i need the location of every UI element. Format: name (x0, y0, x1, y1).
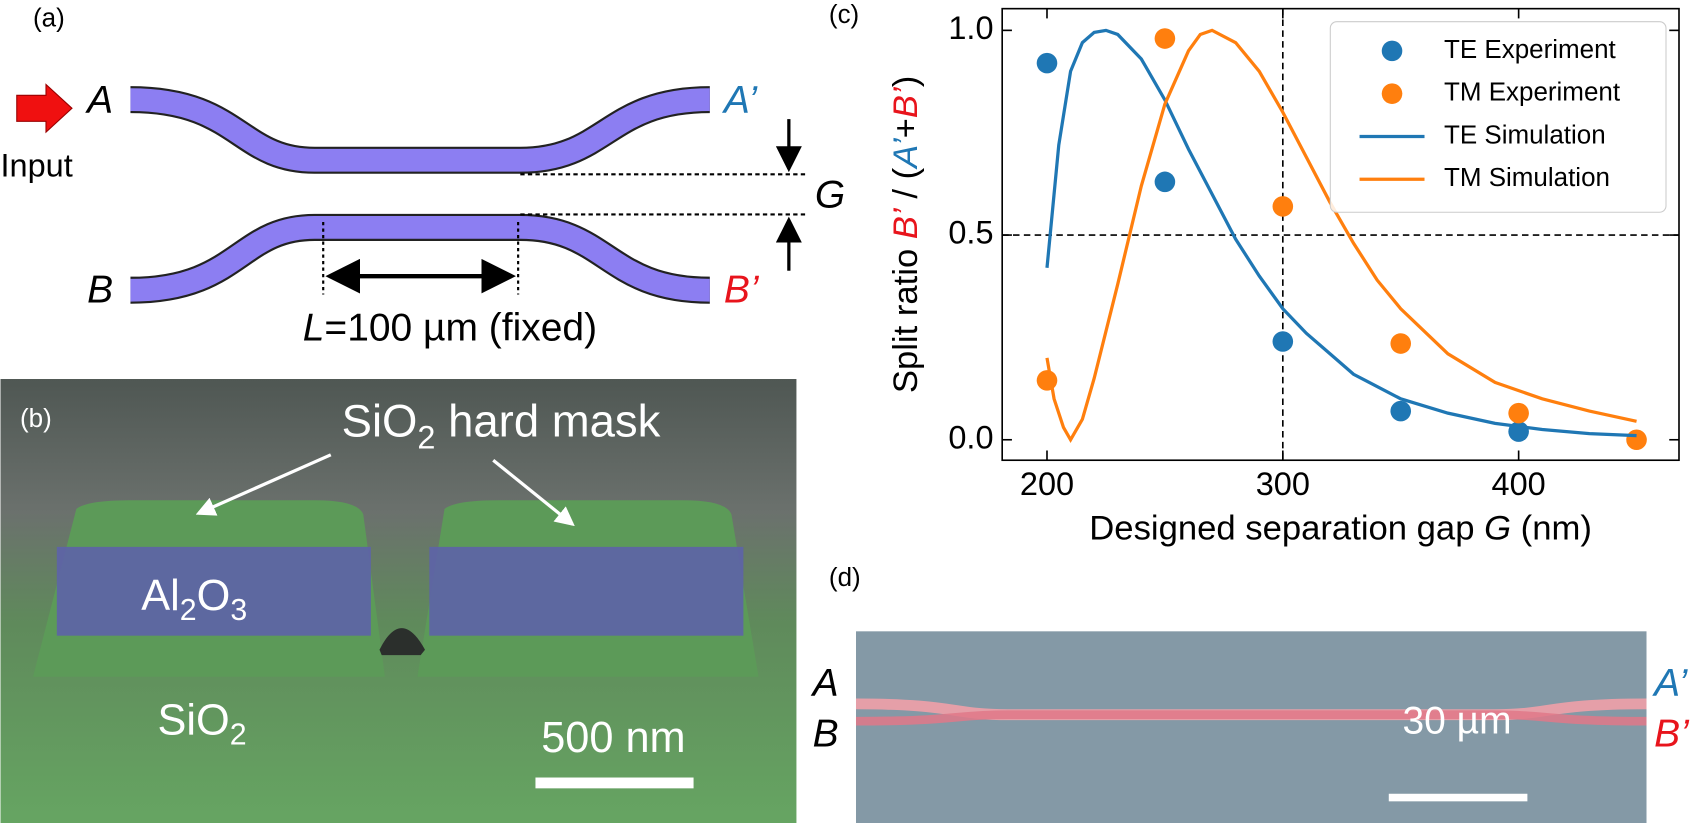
port-label: B (87, 269, 113, 312)
legend-marker (1381, 83, 1403, 104)
input-label: Input (1, 147, 73, 183)
panel-d: (d) A B A’ B’ 30 µm (811, 562, 1690, 823)
hard-mask-label: SiO2 hard mask (342, 396, 661, 456)
label-part: + (887, 118, 925, 138)
x-tick-label: 200 (1020, 466, 1074, 502)
label-subscript: 2 (180, 594, 197, 627)
length-label: L=100 µm (fixed) (303, 307, 597, 350)
legend-label: TM Simulation (1444, 162, 1610, 192)
pointer-arrow (195, 453, 332, 516)
scale-bar (1388, 793, 1528, 802)
panel-label: (b) (20, 403, 52, 433)
data-point (1626, 429, 1647, 451)
series-line (1045, 28, 1637, 444)
label-part: B’ (887, 86, 925, 118)
panel-b: (b) SiO2 hard mask Al2O3 SiO2 500 nm (0, 379, 797, 823)
legend-marker (1381, 40, 1403, 62)
label-part: Designed separation gap (1089, 510, 1484, 548)
label-part: (nm) (1511, 510, 1592, 548)
scale-bar-label: 30 µm (1402, 700, 1511, 743)
label-part: / ( (887, 167, 925, 208)
trench (379, 628, 426, 656)
data-point (1036, 370, 1058, 391)
waveguide (130, 216, 710, 302)
legend-box (1329, 21, 1667, 213)
port-label: A (85, 79, 113, 122)
label-part: Split ratio (887, 239, 925, 393)
panel-a: (a) A Input G A’ B B’ L=100 µm (fixed) (1, 2, 846, 349)
panel-c: (c) 200 300 400 0.0 0.5 1.0 Designed separatio… (829, 0, 1680, 548)
y-tick-label: 0.0 (948, 419, 993, 455)
data-point (1154, 171, 1176, 193)
label-subscript: 2 (230, 718, 247, 751)
label-subscript: 2 (417, 419, 435, 455)
data-point (1508, 402, 1529, 424)
label-part: G (1484, 510, 1511, 548)
label-part: A’ (887, 137, 925, 170)
data-point (1036, 52, 1058, 74)
legend-label: TE Experiment (1444, 34, 1617, 64)
core-label: Al2O3 (141, 572, 247, 627)
series-line (1045, 28, 1637, 438)
x-tick-label: 300 (1256, 466, 1310, 502)
label-part: O (197, 572, 231, 620)
panel-label: (a) (33, 2, 65, 32)
scale-bar (535, 777, 694, 789)
port-label: A’ (722, 79, 759, 122)
waveguide (130, 88, 710, 172)
port-label: A’ (1652, 662, 1689, 705)
guided-light (855, 710, 1647, 726)
y-tick-label: 0.5 (948, 215, 993, 251)
gap-label: G (815, 173, 845, 216)
pointer-arrow (492, 458, 575, 527)
label-part: SiO (342, 396, 418, 447)
microscope-image (855, 631, 1647, 823)
core-layer (429, 546, 744, 636)
data-point (1154, 28, 1176, 49)
port-label: B (813, 713, 839, 756)
port-label: A (811, 662, 839, 705)
core-layer (56, 546, 371, 636)
input-arrow (16, 83, 73, 134)
legend-label: TM Experiment (1444, 77, 1621, 107)
y-axis-label: Split ratio B’ / (A’+B’) (887, 76, 925, 393)
length-symbol: L (303, 307, 325, 350)
port-label: B’ (724, 269, 760, 312)
legend-label: TE Simulation (1444, 119, 1606, 149)
label-subscript: 3 (230, 594, 247, 627)
data-point (1272, 331, 1294, 352)
label-part: B’ (887, 207, 925, 239)
x-axis-label: Designed separation gap G (nm) (1089, 510, 1592, 548)
length-value: =100 µm (fixed) (324, 307, 597, 350)
y-tick-label: 1.0 (948, 10, 993, 46)
label-part: SiO (158, 697, 230, 745)
label-part: Al (141, 572, 180, 620)
data-point (1390, 333, 1412, 354)
panel-label: (c) (829, 0, 859, 29)
data-point (1272, 196, 1294, 217)
port-label: B’ (1654, 713, 1690, 756)
label-part: hard mask (435, 396, 660, 447)
label-part: ) (887, 76, 925, 88)
data-point (1390, 400, 1412, 422)
panel-label: (d) (829, 562, 861, 592)
substrate-label: SiO2 (158, 697, 247, 752)
scale-bar-label: 500 nm (541, 714, 685, 762)
x-tick-label: 400 (1492, 466, 1546, 502)
